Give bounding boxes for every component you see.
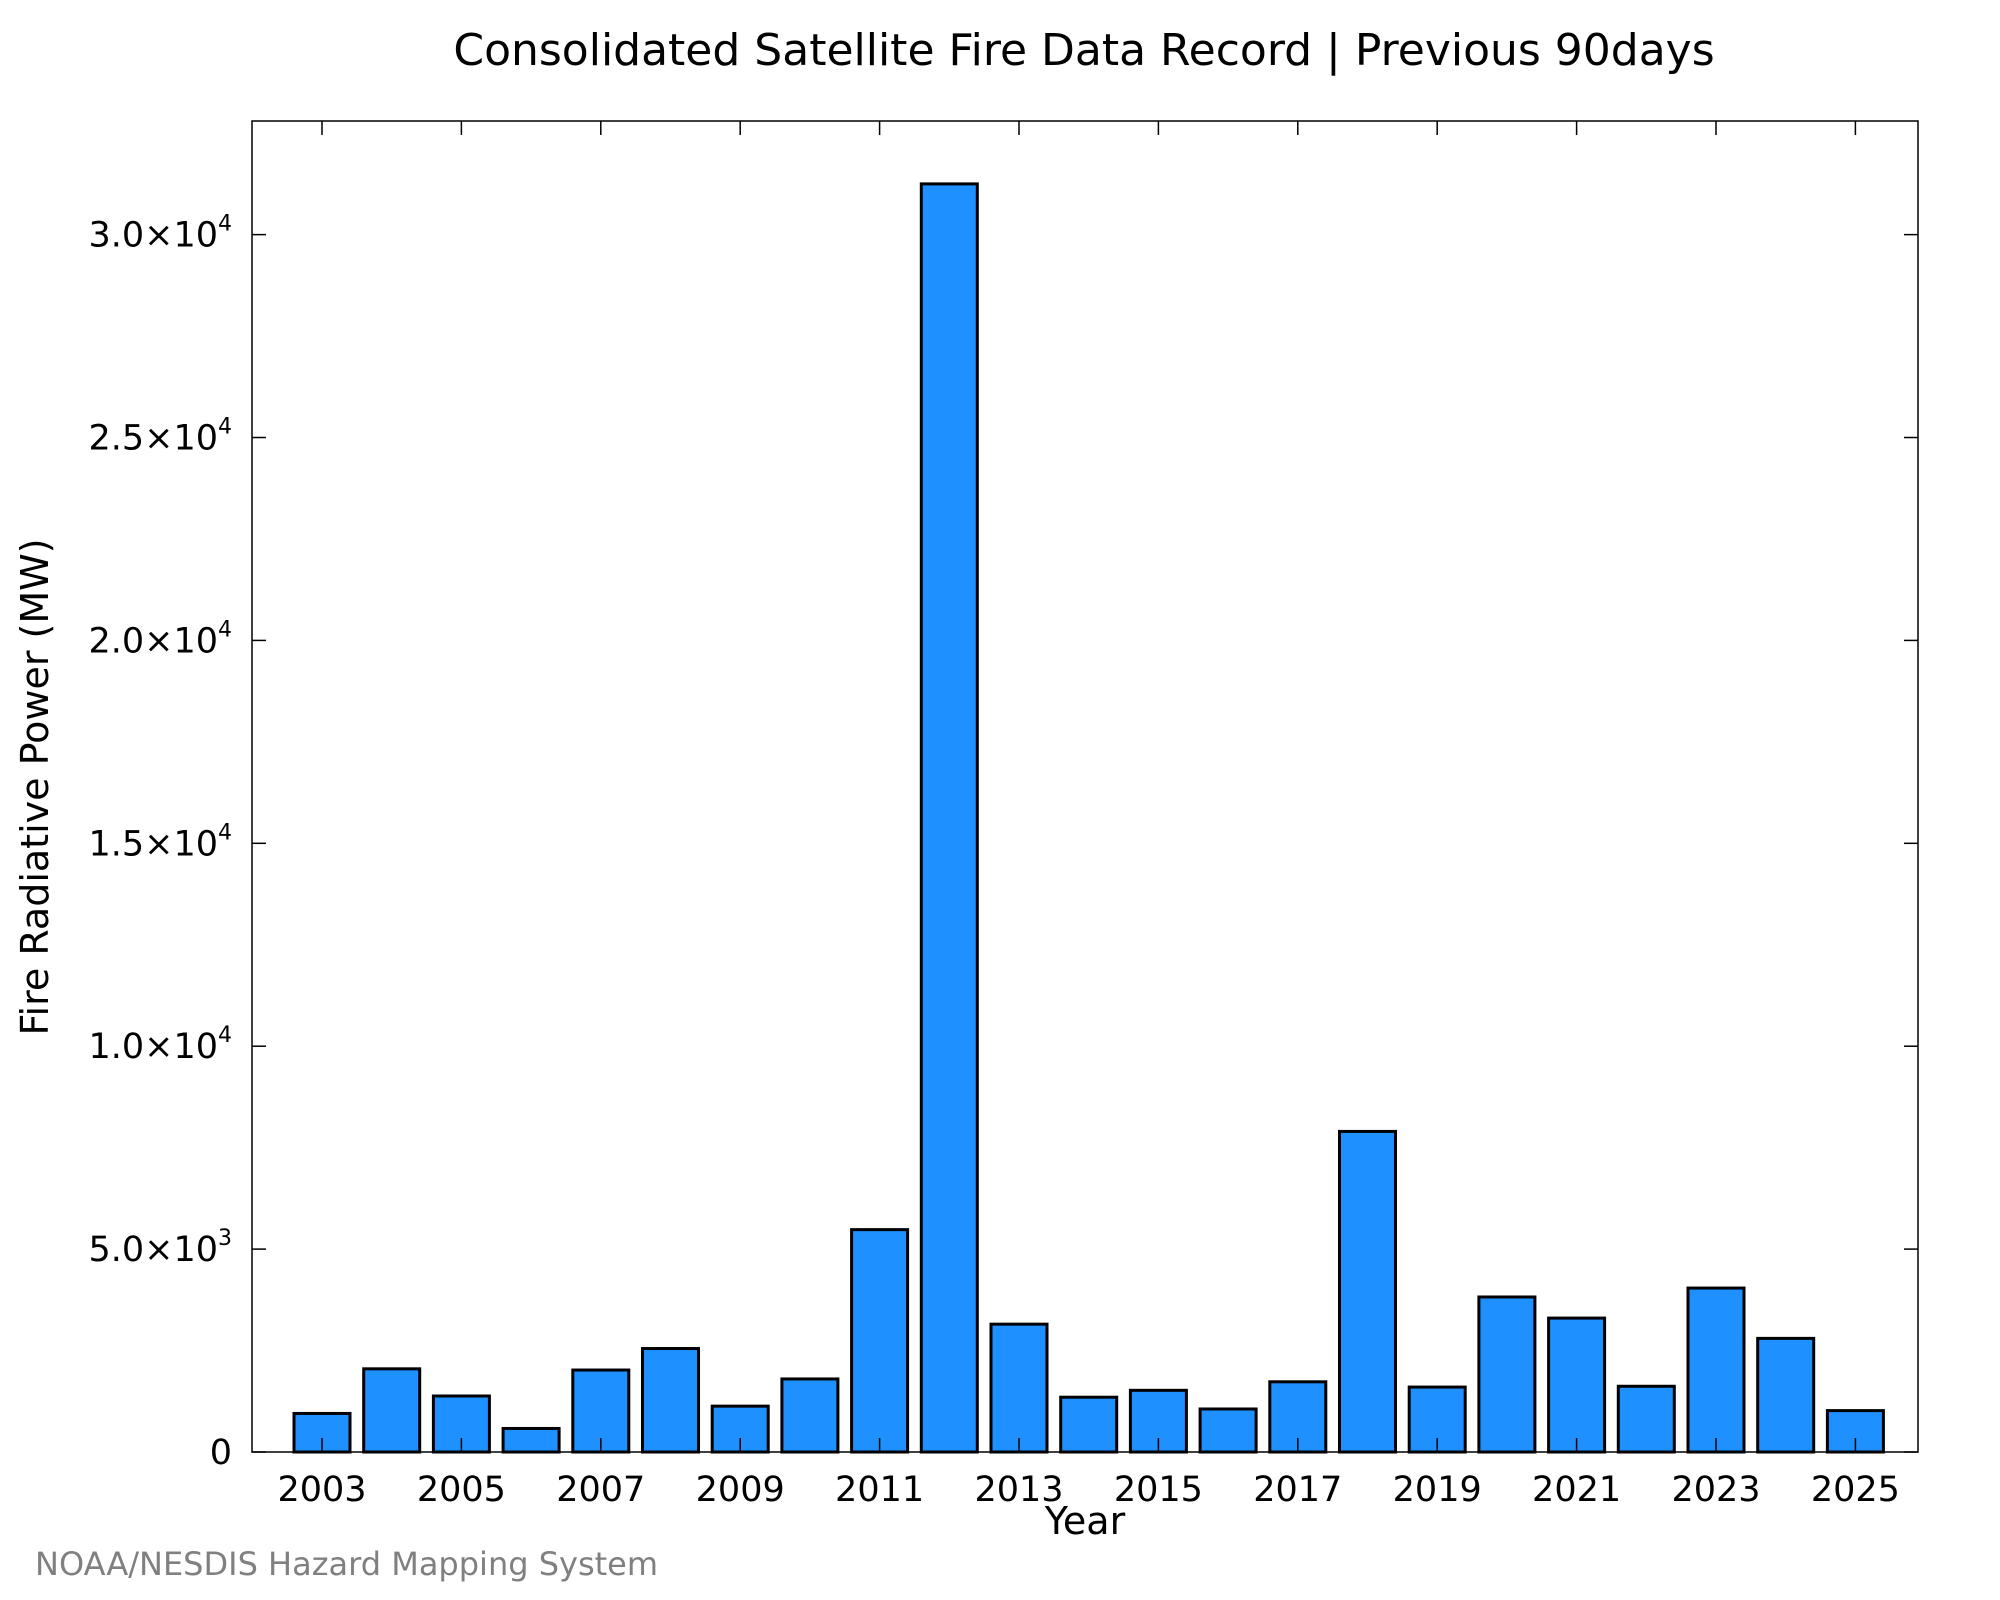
x-tick-label: 2005: [417, 1470, 506, 1510]
x-axis-label: Year: [1044, 1499, 1126, 1543]
bar-2012: [921, 184, 977, 1452]
bar-2010: [782, 1379, 838, 1452]
x-tick-label: 2017: [1253, 1470, 1342, 1510]
y-tick-label: 1.0×104: [88, 1023, 232, 1067]
bar-2018: [1340, 1131, 1396, 1452]
x-tick-label: 2003: [277, 1470, 366, 1510]
y-tick-label: 0: [210, 1433, 232, 1473]
x-tick-label: 2011: [835, 1470, 924, 1510]
bar-2004: [364, 1369, 420, 1452]
bar-2013: [991, 1324, 1047, 1452]
y-axis-ticks: 0 5.0×103 1.0×104 1.5×104 2.0×104 2.5×104 3.0×…: [88, 212, 1918, 1473]
y-tick-label: 2.5×104: [88, 415, 232, 459]
bar-2024: [1758, 1338, 1814, 1452]
bar-2014: [1061, 1397, 1117, 1452]
bar-2022: [1618, 1386, 1674, 1452]
bars-group: [294, 184, 1883, 1452]
x-tick-label: 2007: [556, 1470, 645, 1510]
bar-2008: [643, 1349, 699, 1452]
bar-2011: [852, 1230, 908, 1452]
chart-title: Consolidated Satellite Fire Data Record …: [453, 25, 1714, 76]
bar-2016: [1200, 1409, 1256, 1452]
x-axis-ticks: 2003 2005 2007 2009 2011 2013 2015 2017 2019 2021…: [277, 121, 1899, 1510]
x-tick-label: 2009: [696, 1470, 785, 1510]
x-tick-label: 2015: [1114, 1470, 1203, 1510]
x-tick-label: 2023: [1671, 1470, 1760, 1510]
y-axis-label: Fire Radiative Power (MW): [13, 538, 57, 1035]
plot-frame: [252, 121, 1918, 1452]
bar-2020: [1479, 1297, 1535, 1452]
y-tick-label: 1.5×104: [88, 820, 232, 864]
x-tick-label: 2025: [1811, 1470, 1900, 1510]
bar-2023: [1688, 1288, 1744, 1452]
x-tick-label: 2019: [1393, 1470, 1482, 1510]
source-credit: NOAA/NESDIS Hazard Mapping System: [35, 1545, 658, 1583]
x-tick-label: 2021: [1532, 1470, 1621, 1510]
bar-2006: [503, 1428, 559, 1452]
bar-2021: [1549, 1318, 1605, 1452]
y-tick-label: 5.0×103: [88, 1226, 232, 1270]
y-tick-label: 2.0×104: [88, 617, 232, 661]
y-tick-label: 3.0×104: [88, 212, 232, 256]
